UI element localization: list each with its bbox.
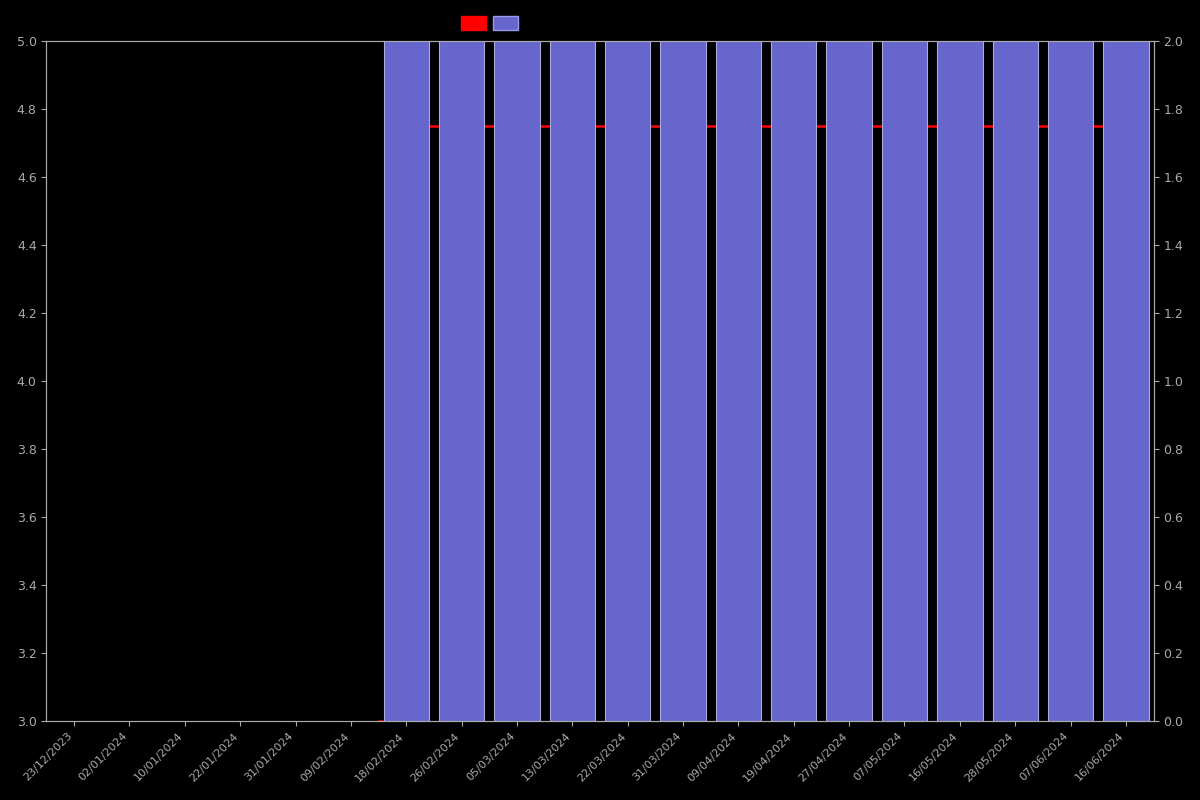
Bar — [772, 41, 816, 721]
Bar — [827, 41, 872, 721]
Bar — [439, 41, 485, 721]
Bar — [605, 41, 650, 721]
Bar — [384, 41, 428, 721]
Bar — [715, 41, 761, 721]
Bar — [1048, 41, 1093, 721]
Bar — [494, 41, 540, 721]
Bar — [992, 41, 1038, 721]
Bar — [660, 41, 706, 721]
Bar — [1103, 41, 1148, 721]
Bar — [937, 41, 983, 721]
Bar — [550, 41, 595, 721]
Bar — [882, 41, 928, 721]
Legend: , : , — [458, 14, 521, 34]
